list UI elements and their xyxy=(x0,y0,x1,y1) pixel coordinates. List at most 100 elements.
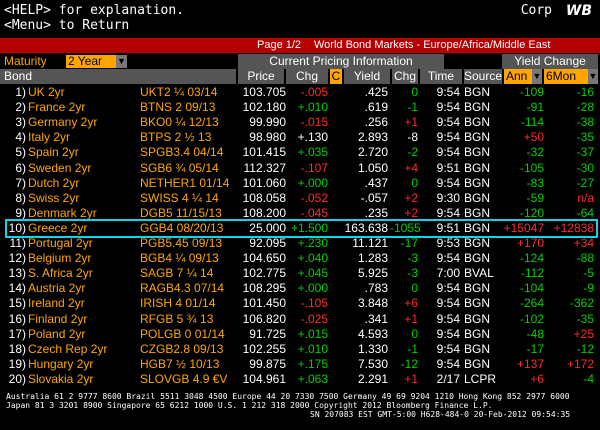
col-price[interactable]: Price xyxy=(238,69,284,84)
row-number: 11) xyxy=(9,236,26,250)
table-row[interactable]: 14) Austria 2yr RAGB4.3 07/14 108.295 +.000.… xyxy=(0,281,600,296)
table-row[interactable]: 17) Poland 2yr POLGB 0 01/14 91.725 +.015 4.5… xyxy=(0,327,600,342)
source-value: BGN xyxy=(464,356,491,371)
price-value: 101.450 xyxy=(242,296,286,311)
table-row[interactable]: 5) Spain 2yr SPGB3.4 04/14 101.415 +.035 2.72… xyxy=(0,145,600,160)
yield-change: 0 xyxy=(411,175,418,190)
table-row[interactable]: 9) Denmark 2yr DGB5 11/15/13 108.200 -.045 .2… xyxy=(0,206,600,221)
ann-dropdown-arrow-icon[interactable]: ▼ xyxy=(532,69,542,84)
yield-change: 0 xyxy=(411,326,418,341)
price-change: +.000 xyxy=(297,175,328,190)
table-row[interactable]: 16) Finland 2yr RFGB 5 ¾ 13 106.820 -.025 .34… xyxy=(0,312,600,327)
bond-name: Greece 2yr xyxy=(28,220,88,235)
footer-contacts-2: Japan 81 3 3201 8900 Singapore 65 6212 1… xyxy=(6,401,493,410)
price-change: -.005 xyxy=(300,85,328,99)
table-row[interactable]: 8) Swiss 2yr SWISS 4 ¼ 14 108.058 -.052 -.057… xyxy=(0,191,600,206)
footer-session: SN 207083 EST GMT-5:00 H628-484-0 20-Feb… xyxy=(310,410,571,419)
dropdown-arrow-icon[interactable]: ▼ xyxy=(116,55,127,68)
table-row[interactable]: 7) Dutch 2yr NETHER1 01/14 101.060 +.000 .437… xyxy=(0,176,600,191)
table-row[interactable]: 6) Sweden 2yr SGB6 ¾ 05/14 112.327 -.107 1.05… xyxy=(0,161,600,176)
row-number: 7) xyxy=(15,175,26,190)
price-change: -.052 xyxy=(300,190,328,205)
row-number: 4) xyxy=(15,130,26,145)
sixmon-change: -28 xyxy=(576,100,594,115)
table-row[interactable]: 1) UK 2yr UKT2 ¼ 03/14 103.705 -.005 .425 0 9:5… xyxy=(0,85,600,100)
col-bond[interactable]: Bond xyxy=(0,69,236,84)
yield-change: +1 xyxy=(404,371,418,386)
ann-change: -104 xyxy=(519,281,544,296)
col-c-toggle[interactable]: C xyxy=(330,69,342,84)
controls-bar: Maturity 2 Year ▼ Current Pricing Inform… xyxy=(0,54,600,69)
6mon-dropdown-arrow-icon[interactable]: ▼ xyxy=(588,69,598,84)
yield-value: .437 xyxy=(364,175,388,190)
bond-ticker: HGB7 ½ 10/13 xyxy=(140,356,220,371)
table-row[interactable]: 20) Slovakia 2yr SLOVGB 4.9 €V 104.961 +.063… xyxy=(0,372,600,387)
bond-name: UK 2yr xyxy=(28,85,65,99)
table-row[interactable]: 10) Greece 2yr GGB4 08/20/13 25.000 +1.500 16… xyxy=(0,221,600,236)
yield-value: 2.720 xyxy=(357,145,388,160)
col-6mon-dropdown[interactable]: 6Mon xyxy=(544,69,588,84)
ann-change: -112 xyxy=(520,266,544,281)
sixmon-change: -4 xyxy=(583,371,594,386)
col-time[interactable]: Time xyxy=(420,69,462,84)
ann-change: -83 xyxy=(526,175,544,190)
yield-value: 11.121 xyxy=(352,236,388,250)
yield-change: -17 xyxy=(400,236,418,250)
sixmon-change: -30 xyxy=(576,160,594,175)
table-row[interactable]: 11) Portugal 2yr PGB5.45 09/13 92.095 +.230 1… xyxy=(0,236,600,251)
col-yield[interactable]: Yield xyxy=(344,69,390,84)
menu-line[interactable]: <Menu> to Return xyxy=(4,18,130,33)
source-value: BGN xyxy=(464,220,491,235)
col-source[interactable]: Source xyxy=(464,69,503,84)
yield-value: 3.848 xyxy=(357,296,388,311)
yield-change: +1 xyxy=(404,311,418,326)
table-row[interactable]: 3) Germany 2yr BKO0 ¼ 12/13 99.990 -.015 .256… xyxy=(0,115,600,130)
bond-ticker: BTNS 2 09/13 xyxy=(140,100,216,115)
yield-change: -12 xyxy=(400,356,418,371)
table-row[interactable]: 2) France 2yr BTNS 2 09/13 102.180 +.010 .619… xyxy=(0,100,600,115)
row-number: 6) xyxy=(15,160,26,175)
col-yield-chg[interactable]: Chg xyxy=(392,69,418,84)
bond-name: Slovakia 2yr xyxy=(28,371,94,386)
row-number: 14) xyxy=(8,281,26,296)
row-number: 12) xyxy=(8,251,26,266)
source-value: BGN xyxy=(464,205,491,220)
time-value: 9:54 xyxy=(436,145,460,160)
ann-change: +50 xyxy=(523,130,544,145)
ann-change: -59 xyxy=(526,190,544,205)
sixmon-change: -38 xyxy=(576,115,594,130)
maturity-dropdown[interactable]: 2 Year xyxy=(66,55,118,68)
yield-change: 0 xyxy=(411,281,418,296)
maturity-label: Maturity xyxy=(4,54,47,68)
price-value: 108.295 xyxy=(242,281,286,296)
bond-ticker: POLGB 0 01/14 xyxy=(140,326,225,341)
table-row[interactable]: 12) Belgium 2yr BGB4 ¼ 09/13 104.650 +.040 1.… xyxy=(0,251,600,266)
footer-contacts-1: Australia 61 2 9777 8600 Brazil 5511 304… xyxy=(6,392,570,401)
help-key[interactable]: <HELP> xyxy=(4,3,51,18)
yield-value: .341 xyxy=(364,311,388,326)
price-change: +.035 xyxy=(297,145,328,160)
price-change: +.230 xyxy=(297,236,328,250)
table-row[interactable]: 4) Italy 2yr BTPS 2 ½ 13 98.980 +.130 2.893 -8… xyxy=(0,130,600,145)
price-value: 101.415 xyxy=(242,145,286,160)
sixmon-change: -5 xyxy=(583,266,594,281)
time-value: 9:51 xyxy=(436,220,460,235)
bond-name: France 2yr xyxy=(28,100,86,115)
row-number: 17) xyxy=(8,326,26,341)
yield-change: -8 xyxy=(407,130,418,145)
table-row[interactable]: 18) Czech Rep 2yr CZGB2.8 09/13 102.255 +.01… xyxy=(0,342,600,357)
ann-change: -102 xyxy=(519,311,544,326)
table-row[interactable]: 15) Ireland 2yr IRISH 4 01/14 101.450 -.105 3… xyxy=(0,296,600,311)
table-row[interactable]: 13) S. Africa 2yr SAGB 7 ¼ 14 102.775 +.045 5… xyxy=(0,266,600,281)
yield-value: .425 xyxy=(364,85,388,99)
col-chg[interactable]: Chg xyxy=(286,69,328,84)
col-ann-dropdown[interactable]: Ann xyxy=(504,69,532,84)
source-value: BGN xyxy=(464,190,491,205)
source-value: BGN xyxy=(464,311,491,326)
price-value: 108.200 xyxy=(242,205,286,220)
table-row[interactable]: 19) Hungary 2yr HGB7 ½ 10/13 99.875 +.175 7.5… xyxy=(0,357,600,372)
row-number: 9) xyxy=(15,205,26,220)
source-value: LCPR xyxy=(464,371,497,386)
yield-change-header: Yield Change xyxy=(502,54,598,69)
source-value: BGN xyxy=(464,281,491,296)
